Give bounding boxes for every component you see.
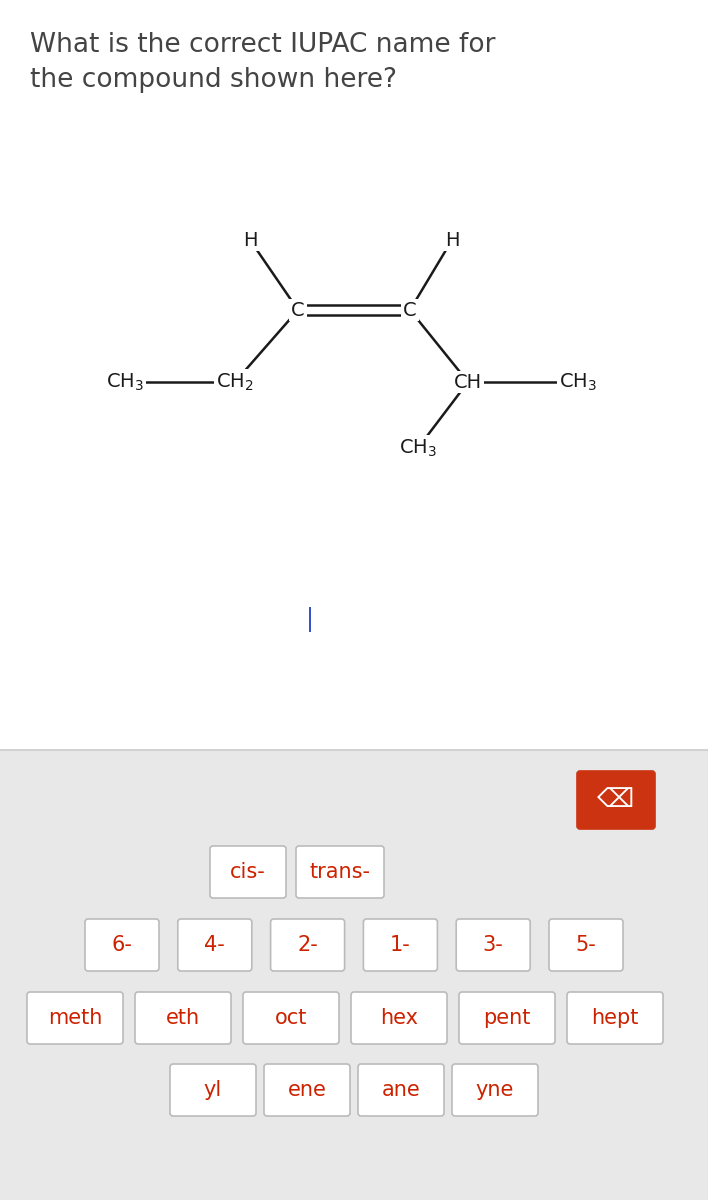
Text: 4-: 4- bbox=[205, 935, 225, 955]
Text: CH$_3$: CH$_3$ bbox=[559, 371, 597, 392]
FancyBboxPatch shape bbox=[264, 1064, 350, 1116]
Text: oct: oct bbox=[275, 1008, 307, 1028]
Text: H: H bbox=[243, 230, 257, 250]
Text: yl: yl bbox=[204, 1080, 222, 1100]
FancyBboxPatch shape bbox=[27, 992, 123, 1044]
FancyBboxPatch shape bbox=[170, 1064, 256, 1116]
FancyBboxPatch shape bbox=[135, 992, 231, 1044]
FancyBboxPatch shape bbox=[178, 919, 252, 971]
Text: eth: eth bbox=[166, 1008, 200, 1028]
Text: 6-: 6- bbox=[112, 935, 132, 955]
Text: ene: ene bbox=[287, 1080, 326, 1100]
Text: What is the correct IUPAC name for
the compound shown here?: What is the correct IUPAC name for the c… bbox=[30, 32, 496, 92]
Text: CH$_3$: CH$_3$ bbox=[106, 371, 144, 392]
FancyBboxPatch shape bbox=[358, 1064, 444, 1116]
FancyBboxPatch shape bbox=[452, 1064, 538, 1116]
FancyBboxPatch shape bbox=[549, 919, 623, 971]
FancyBboxPatch shape bbox=[459, 992, 555, 1044]
Bar bbox=[0, 0, 708, 750]
FancyBboxPatch shape bbox=[210, 846, 286, 898]
Text: pent: pent bbox=[484, 1008, 531, 1028]
Text: hept: hept bbox=[591, 1008, 639, 1028]
FancyBboxPatch shape bbox=[270, 919, 345, 971]
Text: C: C bbox=[403, 300, 417, 319]
FancyBboxPatch shape bbox=[577, 770, 655, 829]
Text: hex: hex bbox=[380, 1008, 418, 1028]
Text: 3-: 3- bbox=[483, 935, 503, 955]
FancyBboxPatch shape bbox=[363, 919, 438, 971]
Text: CH$_3$: CH$_3$ bbox=[399, 437, 437, 458]
FancyBboxPatch shape bbox=[456, 919, 530, 971]
Text: yne: yne bbox=[476, 1080, 514, 1100]
Text: ane: ane bbox=[382, 1080, 421, 1100]
Text: |: | bbox=[306, 607, 314, 632]
Text: 5-: 5- bbox=[576, 935, 596, 955]
FancyBboxPatch shape bbox=[296, 846, 384, 898]
Text: CH: CH bbox=[454, 372, 482, 391]
Text: cis-: cis- bbox=[230, 862, 266, 882]
FancyBboxPatch shape bbox=[351, 992, 447, 1044]
Text: CH$_2$: CH$_2$ bbox=[216, 371, 254, 392]
FancyBboxPatch shape bbox=[243, 992, 339, 1044]
Text: H: H bbox=[445, 230, 459, 250]
Text: C: C bbox=[291, 300, 305, 319]
Text: trans-: trans- bbox=[309, 862, 370, 882]
FancyBboxPatch shape bbox=[85, 919, 159, 971]
Text: meth: meth bbox=[48, 1008, 102, 1028]
FancyBboxPatch shape bbox=[567, 992, 663, 1044]
Bar bbox=[0, 750, 708, 1200]
Text: 1-: 1- bbox=[390, 935, 411, 955]
Text: 2-: 2- bbox=[297, 935, 318, 955]
Text: ⌫: ⌫ bbox=[598, 787, 634, 814]
